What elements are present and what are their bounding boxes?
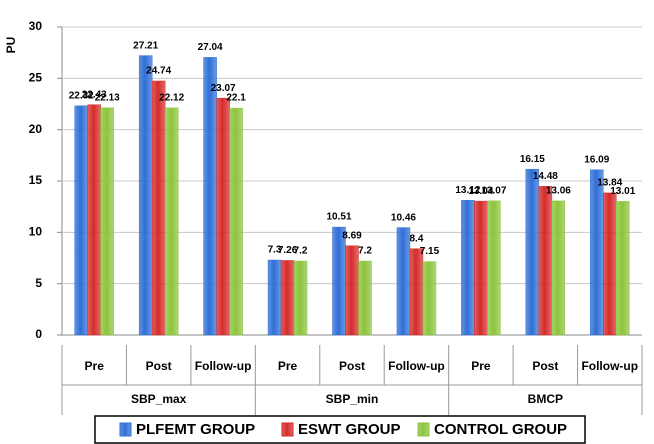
legend-box <box>94 415 586 444</box>
y-tick-label: 10 <box>29 225 43 239</box>
y-tick-label: 0 <box>35 327 42 341</box>
bar <box>538 186 553 336</box>
x-tick-label: Post <box>146 359 172 373</box>
bar <box>267 259 282 336</box>
bar <box>87 104 101 336</box>
data-label: 16.15 <box>520 154 545 165</box>
bar <box>293 260 308 336</box>
bar <box>345 245 359 336</box>
data-label: 13.01 <box>610 186 635 197</box>
bar <box>590 169 604 336</box>
data-label: 10.46 <box>391 212 416 223</box>
legend-label: PLFEMT GROUP <box>136 421 255 438</box>
bar <box>203 57 217 336</box>
x-tick-label: Post <box>532 359 558 373</box>
group-label: SBP_min <box>326 392 379 406</box>
x-tick-label: Pre <box>278 359 298 373</box>
data-label: 22.13 <box>95 92 120 103</box>
bar <box>332 226 346 336</box>
bar <box>603 192 617 336</box>
data-label: 7.26 <box>278 245 298 256</box>
bar <box>216 97 230 336</box>
legend-label: ESWT GROUP <box>298 421 401 438</box>
x-tick-label: Follow-up <box>581 359 638 373</box>
x-tick-label: Post <box>339 359 365 373</box>
bar <box>551 200 566 336</box>
data-label: 23.07 <box>211 83 236 94</box>
x-tick-label: Pre <box>85 359 105 373</box>
bar <box>396 227 411 336</box>
bar <box>358 260 372 336</box>
bar <box>164 107 179 336</box>
bar <box>409 248 424 336</box>
y-tick-label: 20 <box>29 122 43 136</box>
x-tick-label: Follow-up <box>195 359 252 373</box>
legend-swatch <box>119 422 132 437</box>
data-label: 13.07 <box>481 185 506 196</box>
bar <box>474 200 488 336</box>
y-axis-label: PU <box>4 37 18 54</box>
bar <box>100 107 114 336</box>
legend-label: CONTROL GROUP <box>434 421 567 438</box>
data-label: 13.12 <box>455 185 480 196</box>
data-label: 13.04 <box>468 186 493 197</box>
y-tick-label: 15 <box>29 173 43 187</box>
y-tick-label: 25 <box>29 71 43 85</box>
data-label: 22.12 <box>159 93 184 104</box>
group-label: SBP_max <box>131 392 187 406</box>
data-label: 22.1 <box>226 93 246 104</box>
data-label: 24.74 <box>146 66 171 77</box>
data-label: 22.32 <box>69 90 94 101</box>
data-label: 7.15 <box>420 246 440 257</box>
x-tick-label: Follow-up <box>388 359 445 373</box>
data-label: 14.48 <box>533 171 558 182</box>
bar <box>151 80 166 336</box>
bar <box>229 107 243 336</box>
bar <box>525 168 540 336</box>
data-label: 10.51 <box>326 212 351 223</box>
bar <box>487 200 501 336</box>
data-label: 13.84 <box>597 178 622 189</box>
data-label: 22.43 <box>82 89 107 100</box>
bar <box>422 261 437 336</box>
y-tick-label: 5 <box>35 276 42 290</box>
data-label: 7.2 <box>294 246 308 257</box>
data-label: 16.09 <box>584 154 609 165</box>
bar <box>138 55 153 336</box>
bar <box>461 200 475 336</box>
bar <box>74 105 88 336</box>
data-label: 27.04 <box>198 42 223 53</box>
data-label: 7.3 <box>268 245 282 256</box>
data-label: 7.2 <box>358 246 372 257</box>
legend-swatch <box>417 422 430 437</box>
legend-swatch <box>281 422 294 437</box>
data-label: 8.69 <box>342 230 362 241</box>
data-label: 8.4 <box>409 233 423 244</box>
data-label: 13.06 <box>546 186 571 197</box>
bar <box>280 260 295 336</box>
x-tick-label: Pre <box>471 359 491 373</box>
y-tick-label: 30 <box>29 19 43 33</box>
data-label: 27.21 <box>133 40 158 51</box>
bar <box>616 201 630 336</box>
group-label: BMCP <box>528 392 563 406</box>
